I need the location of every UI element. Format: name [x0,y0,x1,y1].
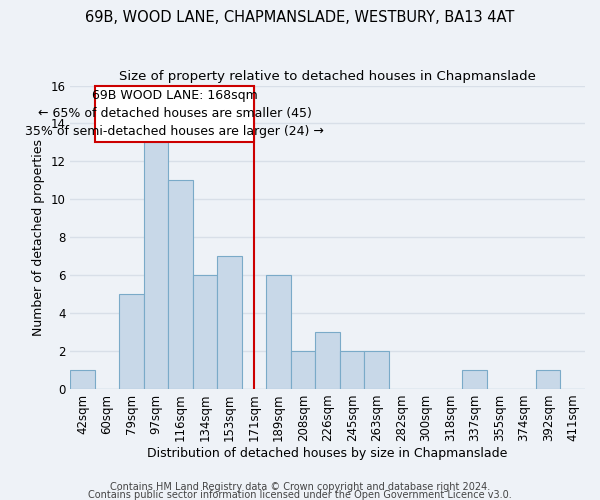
Bar [463,370,487,389]
Y-axis label: Number of detached properties: Number of detached properties [32,139,45,336]
Bar [119,294,144,389]
Bar [144,142,169,389]
X-axis label: Distribution of detached houses by size in Chapmanslade: Distribution of detached houses by size … [148,447,508,460]
Text: Contains public sector information licensed under the Open Government Licence v3: Contains public sector information licen… [88,490,512,500]
Bar [95,86,254,142]
Text: 69B WOOD LANE: 168sqm
← 65% of detached houses are smaller (45)
35% of semi-deta: 69B WOOD LANE: 168sqm ← 65% of detached … [25,90,324,138]
Bar [536,370,560,389]
Title: Size of property relative to detached houses in Chapmanslade: Size of property relative to detached ho… [119,70,536,83]
Bar [364,351,389,389]
Text: 69B, WOOD LANE, CHAPMANSLADE, WESTBURY, BA13 4AT: 69B, WOOD LANE, CHAPMANSLADE, WESTBURY, … [85,10,515,25]
Bar [291,351,316,389]
Bar [266,275,291,389]
Bar [70,370,95,389]
Bar [316,332,340,389]
Bar [340,351,364,389]
Bar [217,256,242,389]
Bar [193,275,217,389]
Bar [169,180,193,389]
Text: Contains HM Land Registry data © Crown copyright and database right 2024.: Contains HM Land Registry data © Crown c… [110,482,490,492]
